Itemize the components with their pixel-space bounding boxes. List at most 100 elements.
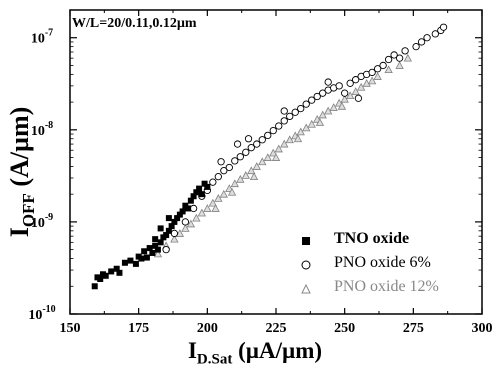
data-point-pno-6 bbox=[280, 107, 288, 115]
data-point-pno-12 bbox=[318, 110, 327, 119]
data-point-tno bbox=[132, 260, 139, 267]
data-point-pno-6 bbox=[390, 51, 398, 59]
y-axis-label-main: I bbox=[4, 227, 34, 238]
data-point-pno-6 bbox=[291, 108, 299, 116]
data-point-pno-6 bbox=[412, 42, 420, 51]
data-point-pno-12 bbox=[296, 127, 305, 136]
data-point-pno-6 bbox=[253, 140, 261, 148]
data-point-pno-6 bbox=[231, 157, 239, 165]
data-point-pno-6 bbox=[217, 158, 225, 166]
data-point-pno-12 bbox=[271, 153, 281, 161]
data-point-pno-12 bbox=[252, 162, 261, 170]
x-tick-label: 300 bbox=[472, 321, 493, 336]
data-point-pno-6 bbox=[423, 34, 431, 42]
data-point-pno-6 bbox=[379, 61, 387, 70]
data-point-tno bbox=[121, 259, 128, 266]
data-point-pno-12 bbox=[175, 229, 185, 237]
data-point-pno-6 bbox=[373, 65, 382, 73]
x-tick-label: 200 bbox=[197, 321, 218, 336]
data-point-pno-12 bbox=[214, 194, 223, 202]
data-point-pno-12 bbox=[249, 172, 259, 181]
data-point-pno-12 bbox=[230, 179, 239, 188]
x-axis-label-main: I bbox=[187, 338, 197, 363]
data-point-pno-6 bbox=[352, 76, 360, 84]
x-axis-label-unit: (µA/µm) bbox=[232, 338, 323, 363]
data-point-pno-6 bbox=[280, 117, 288, 125]
data-point-pno-6 bbox=[269, 126, 277, 135]
data-point-pno-12 bbox=[236, 174, 245, 183]
data-point-pno-6 bbox=[395, 54, 404, 62]
data-point-pno-6 bbox=[313, 92, 321, 101]
data-point-tno bbox=[176, 211, 183, 218]
data-point-pno-12 bbox=[241, 171, 250, 179]
data-point-tno bbox=[168, 223, 175, 230]
y-tick-label: 10-7 bbox=[31, 28, 53, 47]
data-point-pno-6 bbox=[346, 79, 354, 87]
data-point-tno bbox=[185, 205, 192, 212]
data-point-pno-12 bbox=[170, 234, 179, 243]
data-point-pno-12 bbox=[395, 61, 404, 69]
data-point-pno-12 bbox=[351, 87, 360, 95]
data-point-pno-6 bbox=[236, 153, 244, 161]
data-point-pno-6 bbox=[244, 135, 253, 143]
data-point-tno bbox=[152, 242, 159, 249]
data-point-pno-6 bbox=[220, 167, 228, 175]
data-point-pno-12 bbox=[329, 103, 338, 111]
data-point-tno bbox=[116, 269, 123, 276]
data-point-pno-12 bbox=[337, 101, 347, 110]
data-point-pno-6 bbox=[286, 112, 294, 121]
data-point-pno-6 bbox=[417, 38, 426, 46]
data-point-tno bbox=[190, 193, 197, 200]
data-point-pno-12 bbox=[345, 91, 355, 100]
data-point-pno-6 bbox=[401, 47, 409, 55]
data-point-pno-12 bbox=[227, 187, 237, 196]
x-tick-label: 250 bbox=[334, 321, 355, 336]
x-tick-label: 150 bbox=[60, 321, 81, 336]
data-point-pno-12 bbox=[285, 135, 294, 144]
data-point-pno-6 bbox=[170, 229, 179, 238]
data-point-pno-12 bbox=[263, 153, 272, 161]
legend-label: TNO oxide bbox=[334, 230, 410, 247]
data-point-pno-6 bbox=[264, 131, 272, 140]
data-point-pno-6 bbox=[225, 163, 233, 172]
data-point-tno bbox=[171, 218, 178, 225]
data-point-pno-12 bbox=[181, 224, 190, 232]
data-point-tno bbox=[157, 225, 164, 232]
data-point-pno-12 bbox=[384, 65, 393, 74]
data-point-pno-6 bbox=[247, 144, 255, 152]
data-point-tno bbox=[165, 227, 172, 234]
data-point-tno bbox=[113, 265, 120, 272]
data-point-pno-6 bbox=[209, 178, 217, 186]
data-point-pno-12 bbox=[186, 219, 196, 228]
data-point-pno-12 bbox=[293, 134, 303, 143]
data-point-pno-6 bbox=[181, 218, 190, 226]
x-axis-label-sub: D.Sat bbox=[196, 351, 233, 368]
y-axis-label-sub: OFF bbox=[19, 193, 39, 228]
x-tick-label: 225 bbox=[266, 321, 287, 336]
data-point-tno bbox=[198, 191, 205, 198]
data-point-pno-12 bbox=[274, 144, 283, 153]
annotation: W/L=20/0.11,0.12µm bbox=[72, 16, 197, 31]
data-point-tno bbox=[102, 272, 109, 279]
data-point-pno-6 bbox=[214, 173, 222, 181]
data-point-pno-6 bbox=[354, 94, 363, 102]
data-point-tno bbox=[97, 275, 104, 282]
data-point-pno-12 bbox=[315, 118, 325, 126]
data-point-pno-6 bbox=[275, 122, 283, 130]
data-point-pno-6 bbox=[233, 140, 242, 148]
data-point-pno-12 bbox=[197, 208, 207, 217]
open-triangle-icon bbox=[301, 283, 311, 294]
data-point-tno bbox=[196, 185, 203, 192]
data-point-pno-6 bbox=[431, 30, 439, 38]
data-point-pno-6 bbox=[341, 89, 349, 97]
filled-square-icon bbox=[302, 237, 310, 245]
data-point-pno-12 bbox=[280, 139, 289, 148]
data-point-tno bbox=[91, 283, 98, 290]
data-point-pno-12 bbox=[367, 76, 377, 85]
data-point-tno bbox=[193, 189, 200, 196]
data-point-pno-6 bbox=[335, 82, 343, 90]
data-point-pno-6 bbox=[308, 96, 316, 104]
x-tick-label: 175 bbox=[128, 321, 149, 336]
data-point-pno-12 bbox=[247, 166, 256, 175]
